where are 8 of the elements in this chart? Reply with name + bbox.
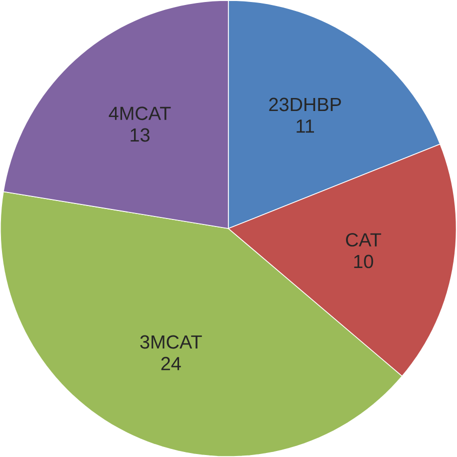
slice-label: 23DHBP bbox=[269, 98, 342, 112]
slice-label: 4MCAT bbox=[108, 106, 171, 120]
data-label: 11 bbox=[296, 120, 314, 133]
slice-label: 3MCAT bbox=[140, 335, 202, 349]
data-label: 10 bbox=[354, 254, 374, 268]
data-label: 24 bbox=[161, 356, 182, 370]
data-label: 13 bbox=[130, 128, 150, 142]
slice-label: CAT bbox=[346, 233, 382, 247]
